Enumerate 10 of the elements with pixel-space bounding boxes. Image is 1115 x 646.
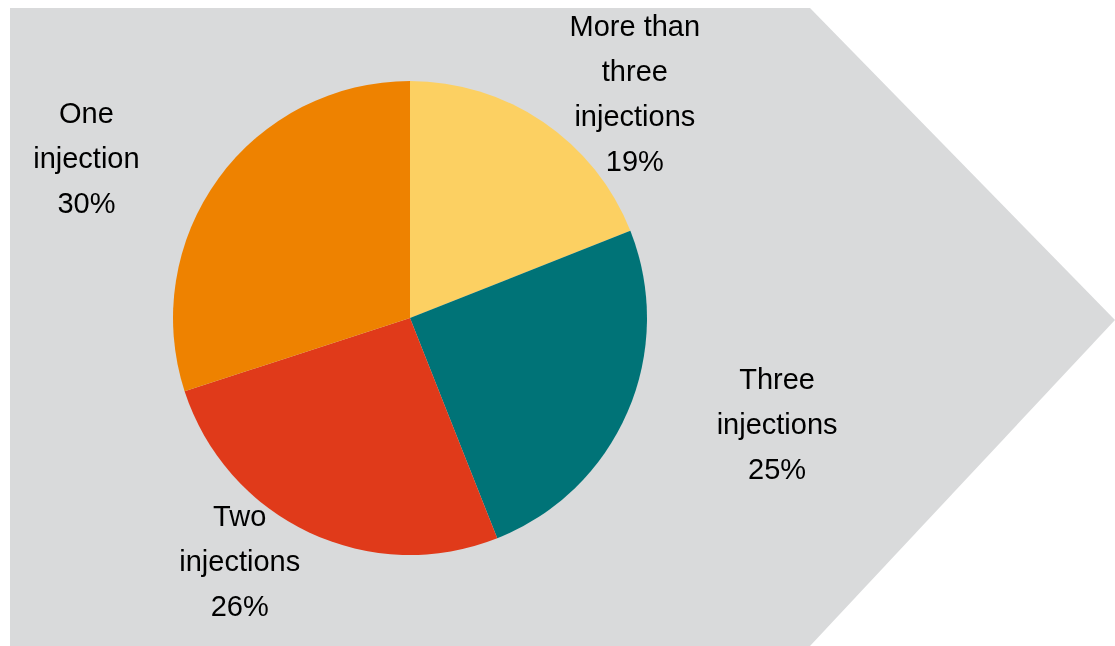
data-label: 25%	[748, 453, 807, 486]
slice-label: More than three injections	[569, 10, 701, 133]
pie-slice	[173, 81, 410, 392]
slice-label: One injection	[33, 97, 140, 175]
data-label: 19%	[605, 145, 664, 178]
data-label: 30%	[57, 187, 116, 220]
slice-label: Three injections	[716, 363, 838, 441]
pie-slice	[410, 230, 647, 539]
data-label: 26%	[210, 590, 269, 623]
slice-label: Two injections	[179, 500, 301, 578]
